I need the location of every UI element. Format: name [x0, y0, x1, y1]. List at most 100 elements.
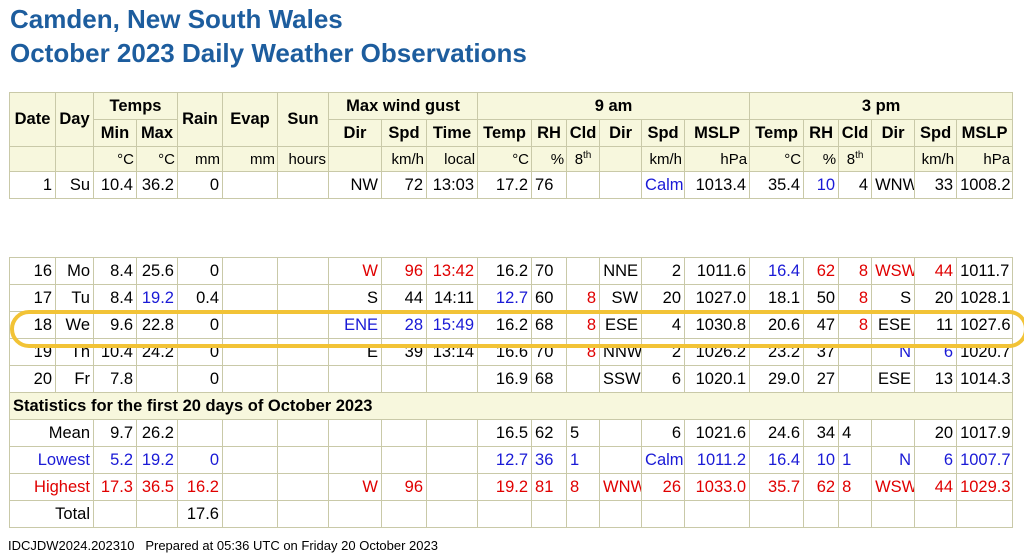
header-am-mslp: MSLP — [684, 119, 751, 147]
stats-title: Statistics for the first 20 days of Octo… — [8, 392, 1014, 420]
cell-gust-spd — [381, 500, 427, 528]
cell-am-cld — [566, 365, 601, 393]
report-title: October 2023 Daily Weather Observations — [10, 38, 527, 68]
stats-label: Mean — [9, 419, 94, 447]
cell-am-dir: ESE — [599, 311, 643, 339]
cell-evap — [222, 171, 278, 199]
table-row: 19 Th 10.4 24.2 0 E 39 13:14 16.6 70 8 N… — [9, 338, 1014, 366]
cell-am-cld: 8 — [566, 311, 601, 339]
cell-min: 5.2 — [93, 446, 137, 474]
cell-am-temp: 16.2 — [477, 311, 533, 339]
header-am-rh: RH — [531, 119, 568, 147]
cell-max: 19.2 — [136, 284, 178, 312]
cell-rain — [177, 419, 223, 447]
prepared-timestamp: Prepared at 05:36 UTC on Friday 20 Octob… — [145, 538, 438, 553]
cell-rain: 16.2 — [177, 473, 223, 501]
cell-am-rh: 36 — [531, 446, 568, 474]
cell-gust-dir — [328, 446, 382, 474]
cell-min: 8.4 — [93, 284, 137, 312]
cell-am-spd: 26 — [641, 473, 686, 501]
cell-pm-temp: 29.0 — [749, 365, 805, 393]
cell-am-rh: 68 — [531, 365, 568, 393]
cell-am-rh: 60 — [531, 284, 568, 312]
stats-label: Lowest — [9, 446, 94, 474]
header-pm-spd: Spd — [914, 119, 958, 147]
cell-pm-temp: 24.6 — [749, 419, 805, 447]
unit-sun: hours — [277, 146, 329, 172]
footer: IDCJDW2024.202310 Prepared at 05:36 UTC … — [8, 538, 438, 553]
cell-am-cld: 8 — [566, 338, 601, 366]
header-sun: Sun — [277, 92, 329, 147]
cell-pm-temp: 35.7 — [749, 473, 805, 501]
cell-date: 18 — [9, 311, 56, 339]
cell-pm-dir: WSW — [871, 257, 916, 285]
unit-am-rh: % — [531, 146, 568, 172]
cell-pm-dir: WSW — [871, 473, 916, 501]
cell-min: 17.3 — [93, 473, 137, 501]
omitted-rows-gap — [9, 198, 1013, 258]
stats-label: Total — [9, 500, 94, 528]
cell-pm-temp: 18.1 — [749, 284, 805, 312]
station-title: Camden, New South Wales — [10, 4, 343, 34]
cell-am-cld: 1 — [566, 446, 601, 474]
header-gust-dir: Dir — [328, 119, 382, 147]
cell-sun — [277, 365, 329, 393]
cell-am-rh: 68 — [531, 311, 568, 339]
cell-am-cld — [566, 257, 601, 285]
unit-rain: mm — [177, 146, 223, 172]
cell-am-mslp: 1030.8 — [684, 311, 751, 339]
cell-evap — [222, 473, 278, 501]
cell-rain: 0 — [177, 365, 223, 393]
cell-gust-time: 13:14 — [425, 338, 479, 366]
cell-gust-time: 13:42 — [425, 257, 479, 285]
cell-am-temp: 12.7 — [477, 446, 533, 474]
cell-pm-rh: 27 — [803, 365, 840, 393]
cell-pm-temp: 35.4 — [749, 171, 805, 199]
cell-pm-cld: 4 — [838, 419, 873, 447]
cell-gust-time: 14:11 — [425, 284, 479, 312]
cell-rain: 0 — [177, 257, 223, 285]
cell-max: 22.8 — [136, 311, 178, 339]
cell-pm-mslp: 1011.7 — [956, 257, 1014, 285]
cell-am-rh: 70 — [531, 338, 568, 366]
cell-gust-time — [425, 473, 479, 501]
cell-gust-dir: S — [328, 284, 382, 312]
header-am-dir: Dir — [599, 119, 643, 147]
header-date: Date — [9, 92, 56, 147]
cell-pm-rh: 34 — [803, 419, 840, 447]
cell-am-rh: 70 — [531, 257, 568, 285]
cell-day: Tu — [55, 284, 94, 312]
header-pm-temp: Temp — [749, 119, 805, 147]
cell-gust-spd: 44 — [381, 284, 427, 312]
cell-pm-mslp: 1007.7 — [956, 446, 1014, 474]
cell-am-temp: 19.2 — [477, 473, 533, 501]
cell-pm-cld: 8 — [838, 311, 873, 339]
header-pm-dir: Dir — [871, 119, 916, 147]
cell-am-temp — [477, 500, 533, 528]
stats-row-mean: Mean 9.7 26.2 16.5 62 5 6 1021.6 24.6 34… — [9, 419, 1014, 447]
cell-sun — [277, 473, 329, 501]
cell-rain: 0 — [177, 446, 223, 474]
cell-gust-spd — [381, 419, 427, 447]
cell-gust-spd — [381, 446, 427, 474]
cell-sun — [277, 171, 329, 199]
header-am-temp: Temp — [477, 119, 533, 147]
cell-pm-spd: 20 — [914, 419, 958, 447]
cell-pm-temp: 16.4 — [749, 257, 805, 285]
cell-am-spd: 6 — [641, 419, 686, 447]
cell-pm-rh: 62 — [803, 473, 840, 501]
header-gust-spd: Spd — [381, 119, 427, 147]
cell-evap — [222, 500, 278, 528]
table-row: 1 Su 10.4 36.2 0 NW 72 13:03 17.2 76 Cal… — [9, 171, 1014, 199]
cell-gust-dir — [328, 500, 382, 528]
cell-max: 26.2 — [136, 419, 178, 447]
unit-blank — [9, 146, 56, 172]
cell-pm-dir — [871, 419, 916, 447]
cell-pm-spd: 13 — [914, 365, 958, 393]
cell-pm-rh: 47 — [803, 311, 840, 339]
cell-am-spd: 2 — [641, 257, 686, 285]
cell-pm-dir: WNW — [871, 171, 916, 199]
cell-date: 19 — [9, 338, 56, 366]
cell-max: 19.2 — [136, 446, 178, 474]
unit-pm-temp: °C — [749, 146, 805, 172]
